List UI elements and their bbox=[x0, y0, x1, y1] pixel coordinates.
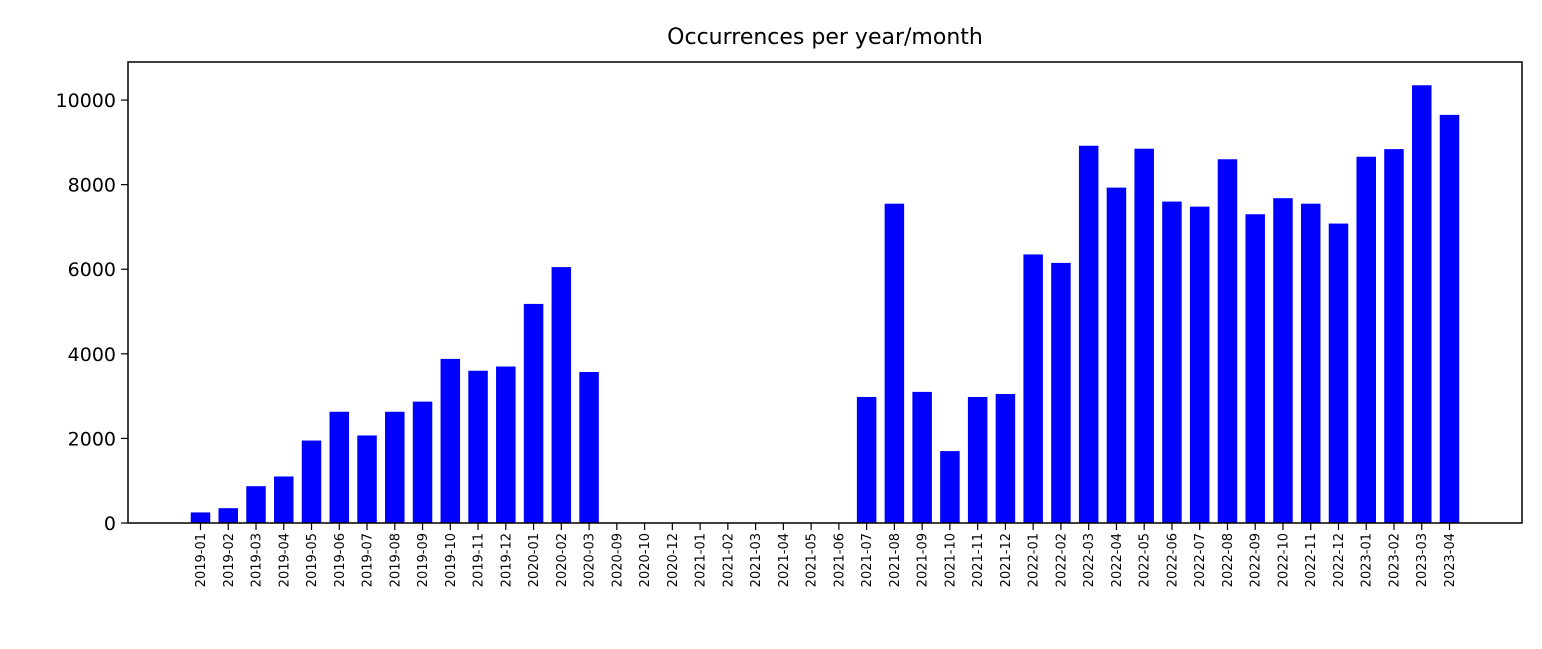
bar-2021-08 bbox=[884, 203, 905, 524]
x-tick-label: 2021-03 bbox=[749, 533, 764, 587]
x-tick-label: 2023-03 bbox=[1415, 533, 1430, 587]
x-tick-label: 2022-05 bbox=[1138, 533, 1153, 587]
bar-2019-10 bbox=[440, 358, 461, 523]
y-tick-label: 0 bbox=[104, 513, 116, 535]
x-tick-label: 2020-02 bbox=[555, 533, 570, 587]
bar-2020-01 bbox=[523, 303, 544, 523]
bar-2022-09 bbox=[1245, 214, 1265, 523]
x-tick-label: 2022-11 bbox=[1304, 533, 1319, 587]
bar-2023-03 bbox=[1411, 85, 1432, 523]
bar-2022-04 bbox=[1106, 187, 1127, 523]
bar-2022-07 bbox=[1189, 206, 1210, 523]
bar-2022-05 bbox=[1134, 148, 1154, 523]
bar-2019-03 bbox=[246, 486, 266, 523]
x-tick-label: 2021-02 bbox=[721, 533, 736, 587]
x-tick-label: 2019-06 bbox=[333, 533, 348, 587]
x-tick-label: 2019-11 bbox=[472, 533, 487, 587]
bar-2019-06 bbox=[329, 411, 350, 523]
x-tick-label: 2022-01 bbox=[1027, 533, 1042, 587]
x-tick-label: 2019-03 bbox=[250, 533, 265, 587]
x-tick-label: 2019-12 bbox=[499, 533, 514, 587]
x-tick-label: 2021-06 bbox=[832, 533, 847, 587]
bar-2023-04 bbox=[1439, 114, 1460, 523]
y-tick-label: 10000 bbox=[56, 90, 116, 112]
x-tick-label: 2020-12 bbox=[666, 533, 681, 587]
bar-2019-02 bbox=[218, 508, 239, 523]
bar-2019-04 bbox=[274, 476, 294, 523]
x-tick-label: 2022-02 bbox=[1054, 533, 1069, 587]
bars bbox=[190, 85, 1460, 524]
bar-2021-10 bbox=[940, 451, 960, 523]
bar-2022-02 bbox=[1051, 262, 1071, 523]
x-tick-label: 2019-04 bbox=[277, 533, 292, 587]
bar-2021-11 bbox=[967, 396, 988, 523]
bar-2019-08 bbox=[385, 411, 405, 523]
bar-2021-09 bbox=[912, 391, 932, 523]
bar-2022-06 bbox=[1162, 201, 1182, 524]
y-tick-label: 6000 bbox=[68, 259, 116, 281]
x-tick-label: 2023-04 bbox=[1443, 533, 1458, 587]
x-tick-label: 2023-01 bbox=[1360, 533, 1375, 587]
y-axis: 0 2000 4000 6000 8000 10000 bbox=[56, 90, 128, 535]
x-tick-label: 2021-10 bbox=[943, 533, 958, 587]
bar-2019-11 bbox=[468, 370, 488, 523]
bar-2022-08 bbox=[1217, 159, 1238, 524]
bar-2019-07 bbox=[357, 435, 377, 523]
bar-2023-02 bbox=[1384, 149, 1404, 524]
bar-2019-12 bbox=[496, 366, 516, 523]
x-tick-label: 2021-09 bbox=[916, 533, 931, 587]
bar-2022-11 bbox=[1300, 203, 1321, 524]
x-tick-label: 2019-08 bbox=[388, 533, 403, 587]
bar-2022-01 bbox=[1023, 254, 1043, 523]
x-tick-label: 2021-08 bbox=[888, 533, 903, 587]
x-tick-label: 2020-03 bbox=[583, 533, 598, 587]
x-tick-label: 2022-12 bbox=[1332, 533, 1347, 587]
x-tick-label: 2021-12 bbox=[999, 533, 1014, 587]
x-tick-label: 2021-04 bbox=[777, 533, 792, 587]
x-tick-label: 2020-10 bbox=[638, 533, 653, 587]
x-tick-label: 2019-02 bbox=[222, 533, 237, 587]
bar-2020-02 bbox=[551, 267, 572, 523]
y-tick-label: 8000 bbox=[68, 175, 116, 197]
x-tick-label: 2019-07 bbox=[361, 533, 376, 587]
chart-title: Occurrences per year/month bbox=[667, 25, 983, 50]
x-tick-label: 2020-01 bbox=[527, 533, 542, 587]
y-tick-label: 4000 bbox=[68, 344, 116, 366]
x-tick-label: 2021-11 bbox=[971, 533, 986, 587]
x-tick-label: 2022-07 bbox=[1193, 533, 1208, 587]
x-tick-label: 2019-10 bbox=[444, 533, 459, 587]
x-tick-label: 2022-04 bbox=[1110, 533, 1125, 587]
x-tick-label: 2019-09 bbox=[416, 533, 431, 587]
x-axis: 2019-01 2019-02 2019-03 2019-04 2019-05 2019-… bbox=[194, 523, 1458, 587]
x-tick-label: 2022-06 bbox=[1165, 533, 1180, 587]
bar-2019-05 bbox=[301, 440, 322, 523]
x-tick-label: 2022-09 bbox=[1249, 533, 1264, 587]
x-tick-label: 2022-08 bbox=[1221, 533, 1236, 587]
y-tick-label: 2000 bbox=[68, 428, 116, 450]
bar-2022-12 bbox=[1328, 223, 1349, 523]
x-tick-label: 2022-10 bbox=[1276, 533, 1291, 587]
x-tick-label: 2019-01 bbox=[194, 533, 209, 587]
plot-frame bbox=[127, 61, 1523, 524]
bar-2020-03 bbox=[579, 372, 599, 523]
bar-2023-01 bbox=[1356, 156, 1376, 523]
x-tick-label: 2020-09 bbox=[610, 533, 625, 587]
x-tick-label: 2021-01 bbox=[694, 533, 709, 587]
x-tick-label: 2019-05 bbox=[305, 533, 320, 587]
bar-2019-09 bbox=[412, 401, 433, 523]
x-tick-label: 2021-07 bbox=[860, 533, 875, 587]
bar-2022-03 bbox=[1078, 145, 1099, 524]
x-tick-label: 2023-02 bbox=[1387, 533, 1402, 587]
bar-2022-10 bbox=[1273, 198, 1293, 524]
bar-2021-07 bbox=[856, 396, 877, 523]
bar-2021-12 bbox=[995, 394, 1016, 523]
x-tick-label: 2022-03 bbox=[1082, 533, 1097, 587]
x-tick-label: 2021-05 bbox=[805, 533, 820, 587]
bar-2019-01 bbox=[190, 512, 211, 523]
